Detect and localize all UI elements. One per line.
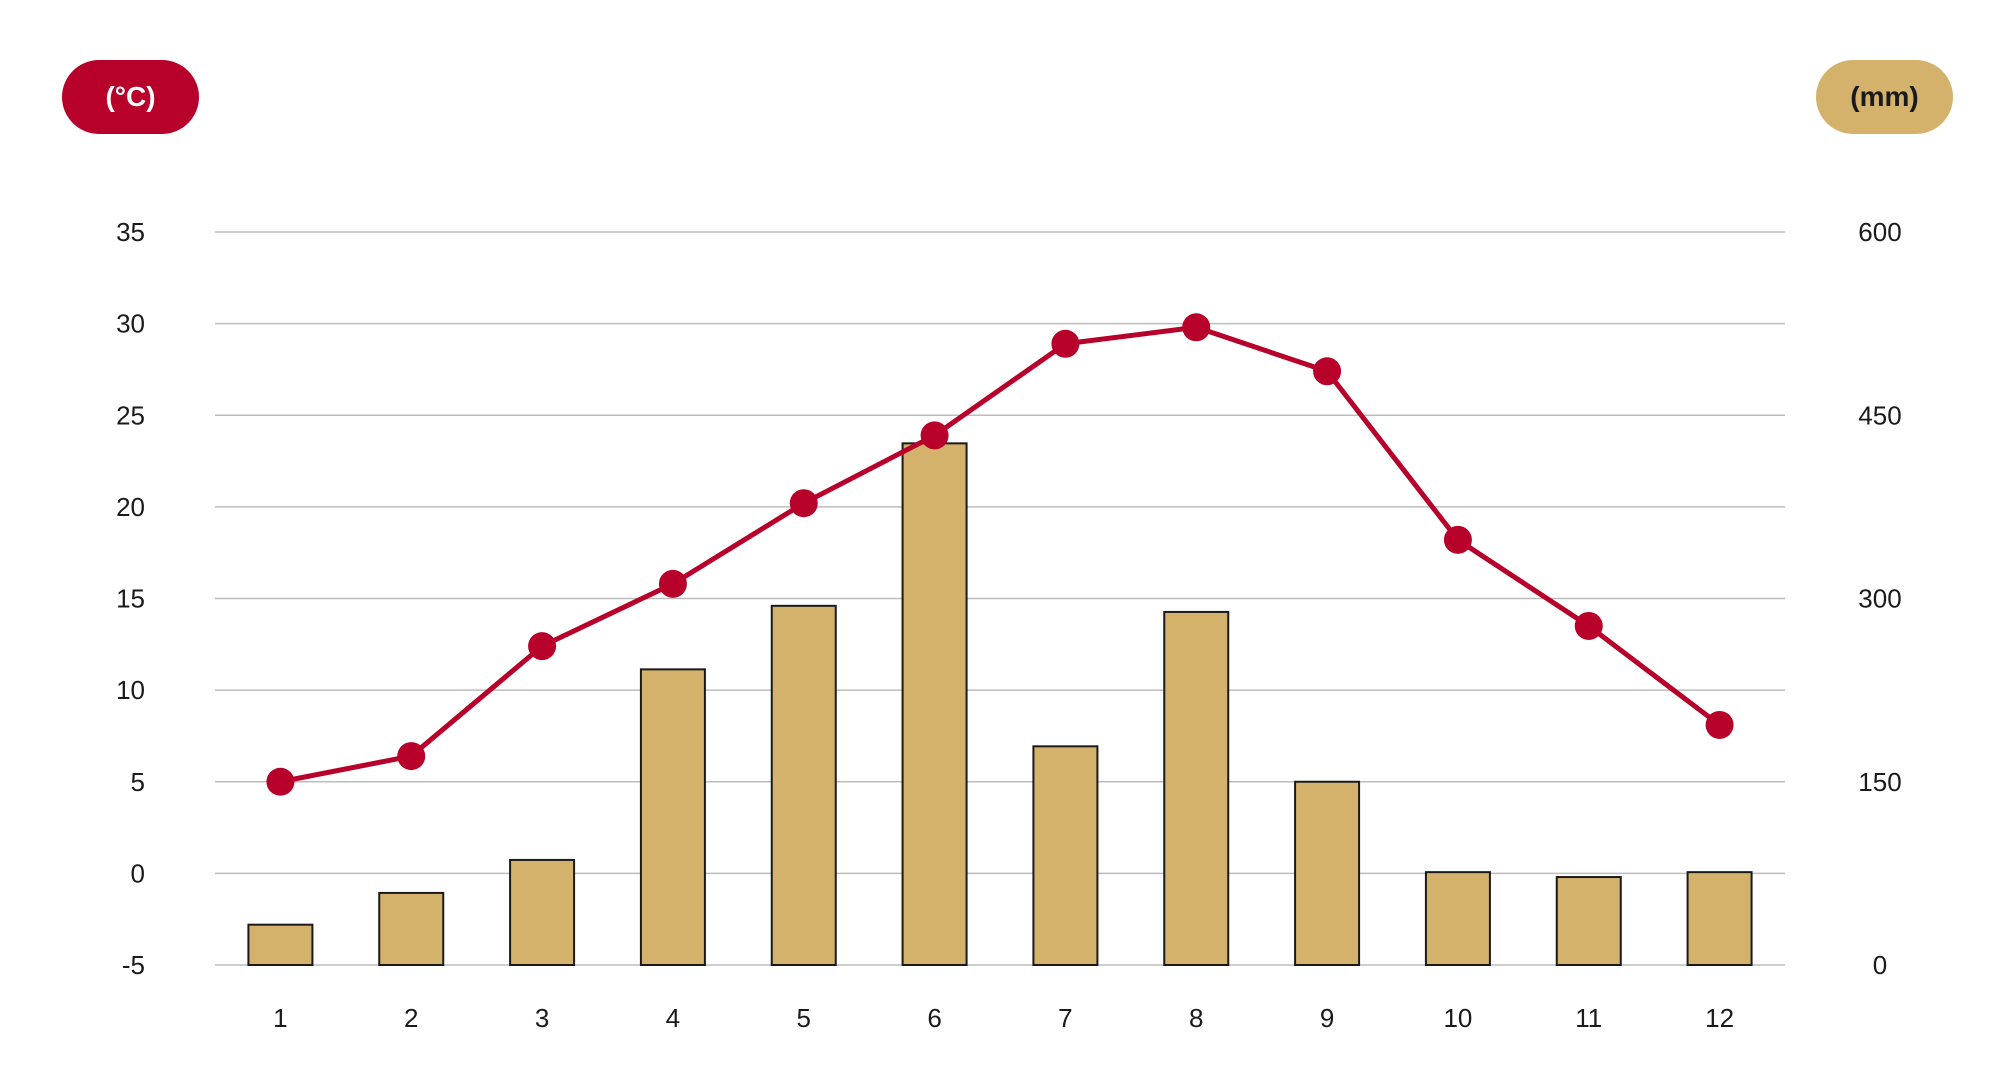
x-tick-label: 8	[1189, 1003, 1203, 1033]
x-tick-label: 2	[404, 1003, 418, 1033]
left-axis-ticks: -5 0 5 10 15 20 25 30 35	[116, 217, 145, 980]
left-tick-label: 30	[116, 309, 145, 339]
right-tick-label: 600	[1858, 217, 1901, 247]
right-tick-label: 300	[1858, 584, 1901, 614]
precipitation-bar	[247, 923, 314, 966]
left-tick-label: -5	[122, 950, 145, 980]
precipitation-unit-badge: (mm)	[1816, 60, 1953, 134]
precipitation-bar	[1294, 780, 1361, 966]
temperature-point	[1443, 525, 1472, 554]
precipitation-bar	[901, 442, 968, 966]
precipitation-bar	[770, 604, 837, 967]
left-tick-label: 20	[116, 492, 145, 522]
x-tick-label: 10	[1443, 1003, 1472, 1033]
x-tick-label: 7	[1058, 1003, 1072, 1033]
left-tick-label: 35	[116, 217, 145, 247]
left-tick-label: 5	[131, 767, 145, 797]
precipitation-bar	[1163, 610, 1230, 967]
x-tick-label: 6	[927, 1003, 941, 1033]
right-tick-label: 0	[1873, 950, 1887, 980]
precipitation-bar	[1686, 871, 1753, 966]
left-tick-label: 25	[116, 400, 145, 430]
temperature-point	[1182, 313, 1211, 342]
gridlines	[215, 231, 1785, 966]
x-tick-label: 9	[1320, 1003, 1334, 1033]
x-axis-ticks: 1 2 3 4 5 6 7 8 9 10 11 12	[273, 1003, 1734, 1033]
temperature-unit-badge: (°C)	[62, 60, 199, 134]
x-tick-label: 4	[666, 1003, 680, 1033]
x-tick-label: 3	[535, 1003, 549, 1033]
temperature-line-path	[279, 324, 1722, 785]
x-tick-label: 5	[797, 1003, 811, 1033]
temperature-point	[397, 742, 426, 771]
right-axis-ticks: 0 150 300 450 600	[1858, 217, 1901, 980]
temperature-point	[528, 632, 557, 661]
temperature-point	[920, 421, 949, 450]
precipitation-bars	[247, 442, 1753, 967]
x-tick-label: 1	[273, 1003, 287, 1033]
precipitation-bar	[639, 668, 706, 967]
left-tick-label: 10	[116, 675, 145, 705]
left-tick-label: 15	[116, 584, 145, 614]
temperature-point	[1574, 611, 1603, 640]
temperature-point	[658, 569, 687, 598]
x-tick-label: 12	[1705, 1003, 1734, 1033]
temperature-point	[789, 489, 818, 518]
temperature-point	[1705, 710, 1734, 739]
x-tick-label: 11	[1575, 1003, 1602, 1033]
precipitation-bar	[509, 858, 576, 966]
precipitation-unit-label: (mm)	[1850, 81, 1919, 112]
temperature-point	[1051, 329, 1080, 358]
temperature-unit-label: (°C)	[105, 81, 156, 112]
left-tick-label: 0	[131, 858, 145, 888]
precipitation-bar	[1424, 871, 1491, 966]
temperature-point	[266, 767, 295, 796]
precipitation-bar	[1032, 745, 1099, 966]
precipitation-bar	[1555, 876, 1622, 966]
right-tick-label: 150	[1858, 767, 1901, 797]
temperature-point	[1313, 357, 1342, 386]
right-tick-label: 450	[1858, 400, 1901, 430]
precipitation-bar	[378, 891, 445, 967]
temperature-line	[266, 313, 1734, 796]
